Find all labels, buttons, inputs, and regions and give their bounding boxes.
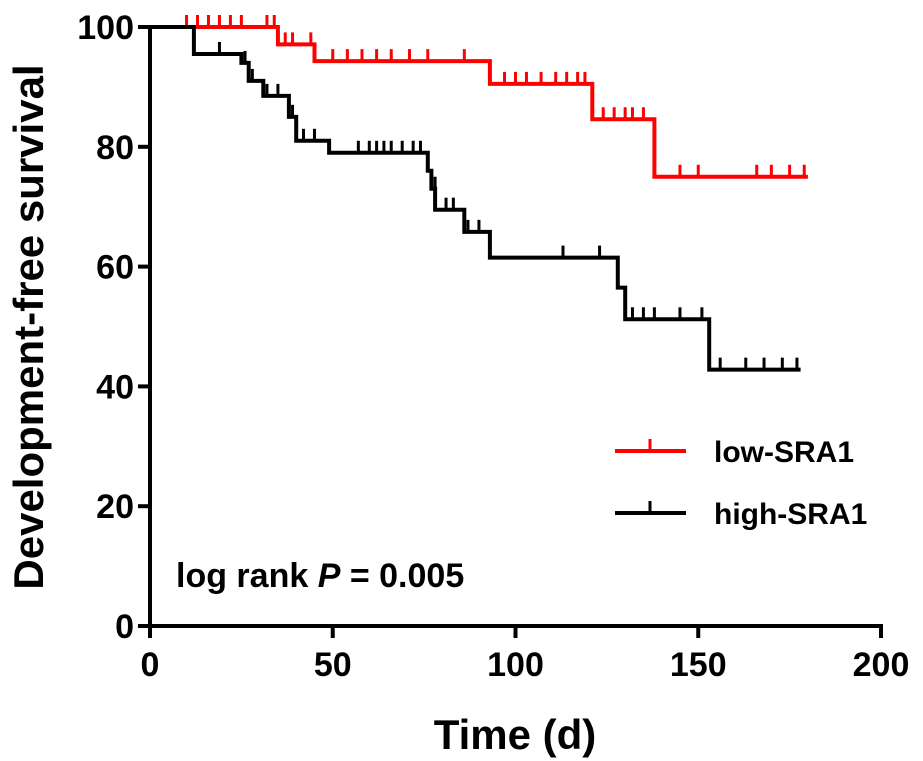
annotation-italic-p: P — [318, 557, 341, 595]
y-axis-title: Development-free survival — [5, 64, 52, 589]
legend-item-low-sra1: low-SRA1 — [615, 436, 854, 469]
x-tick-label: 200 — [853, 646, 910, 684]
x-tick-label: 0 — [141, 646, 160, 684]
x-axis-title: Time (d) — [434, 711, 597, 758]
y-tick-label: 0 — [115, 608, 134, 646]
x-tick-label: 150 — [670, 646, 727, 684]
series-high-sra1 — [150, 25, 801, 372]
legend: low-SRA1 high-SRA1 — [615, 436, 867, 531]
series-line-low-sra1 — [150, 25, 808, 179]
axes: 0 20 40 60 80 100 0 50 100 150 200 — [77, 9, 909, 684]
legend-label-low-sra1: low-SRA1 — [714, 436, 854, 469]
annotation-prefix: log rank — [176, 557, 318, 595]
x-tick-label: 100 — [487, 646, 544, 684]
legend-label-high-sra1: high-SRA1 — [714, 498, 867, 531]
series-low-sra1 — [150, 15, 808, 179]
y-tick-label: 20 — [96, 488, 134, 526]
y-tick-label: 100 — [77, 9, 134, 47]
x-tick-label: 50 — [314, 646, 352, 684]
log-rank-annotation: log rank P = 0.005 — [176, 557, 464, 595]
y-tick-label: 40 — [96, 368, 134, 406]
y-tick-label: 60 — [96, 249, 134, 287]
annotation-suffix: = 0.005 — [340, 557, 464, 595]
plot-area — [150, 15, 808, 372]
legend-item-high-sra1: high-SRA1 — [615, 498, 867, 531]
y-tick-label: 80 — [96, 129, 134, 167]
